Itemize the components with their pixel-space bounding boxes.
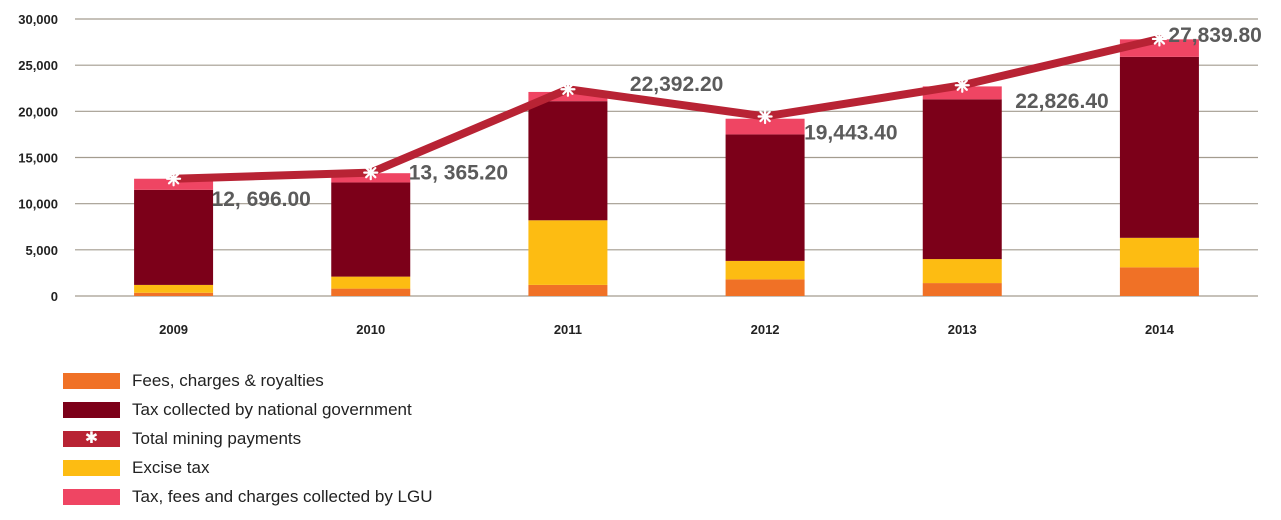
x-tick-label: 2012 [751,322,780,337]
legend-item: Fees, charges & royalties [63,366,433,395]
bar-segment [331,182,411,277]
bar-segment [331,276,411,289]
y-tick-label: 15,000 [18,151,58,166]
legend-item: Tax collected by national government [63,395,433,424]
bar-segment [528,220,608,285]
y-tick-label: 5,000 [25,243,58,258]
total-value-label: 22,392.20 [630,73,723,96]
bar-segment [725,118,805,135]
x-tick-label: 2014 [1145,322,1175,337]
line-marker [560,81,576,97]
legend-label: Excise tax [132,457,210,477]
legend-item: ✱ Total mining payments [63,424,433,453]
y-tick-label: 25,000 [18,58,58,73]
asterisk-icon: ✱ [84,429,99,447]
legend-item: Excise tax [63,453,433,482]
total-value-label: 27,839.80 [1168,24,1261,47]
bar-segment [528,101,608,221]
legend: Fees, charges & royalties Tax collected b… [63,366,433,511]
total-value-label: 22,826.40 [1015,90,1108,113]
legend-swatch [63,488,120,505]
bar-segment [134,189,214,285]
total-line [165,31,1168,187]
bar-segment [922,259,1002,284]
bar-segment [922,283,1002,296]
legend-swatch [63,401,120,418]
y-tick-label: 30,000 [18,12,58,27]
line-marker [363,164,379,181]
bar-segment [922,99,1002,260]
y-tick-label: 0 [51,289,58,304]
line-marker [757,108,773,125]
total-line-path [169,34,1164,183]
legend-swatch: ✱ [63,429,120,447]
x-axis: 2009 2010 2011 2012 2013 2014 [159,322,1175,337]
x-tick-label: 2010 [356,322,385,337]
bar-segment [528,284,608,296]
legend-label: Total mining payments [132,428,302,448]
chart: 0 5,000 10,000 15,000 20,000 25,000 30,000 200… [18,12,1262,337]
bar-segment [1119,237,1199,268]
legend-item: Tax, fees and charges collected by LGU [63,482,433,511]
legend-label: Fees, charges & royalties [132,370,324,390]
y-tick-label: 10,000 [18,197,58,212]
data-labels: 12, 696.00 13, 365.20 22,392.20 19,443.40 22… [212,24,1262,211]
bar-segment [1119,56,1199,238]
y-axis: 0 5,000 10,000 15,000 20,000 25,000 30,000 [18,12,58,304]
legend-label: Tax collected by national government [132,399,412,419]
bar-segment [725,279,805,296]
bar-segment [1119,267,1199,296]
legend-label: Tax, fees and charges collected by LGU [132,486,433,506]
total-value-label: 12, 696.00 [212,188,311,211]
line-marker [954,77,970,93]
bar-segment [725,260,805,280]
bar-segment [725,134,805,261]
line-marker [165,171,182,187]
legend-swatch [63,459,120,476]
y-tick-label: 20,000 [18,104,58,119]
legend-swatch [63,372,120,389]
x-tick-label: 2013 [948,322,977,337]
bar-segment [134,284,214,293]
total-value-label: 19,443.40 [804,121,897,144]
bar-segment [331,288,411,296]
x-tick-label: 2009 [159,322,188,337]
bar-segment [134,292,214,296]
x-tick-label: 2011 [554,322,582,337]
grid-lines [75,18,1258,297]
line-marker [1151,31,1168,47]
total-value-label: 13, 365.20 [409,162,508,185]
